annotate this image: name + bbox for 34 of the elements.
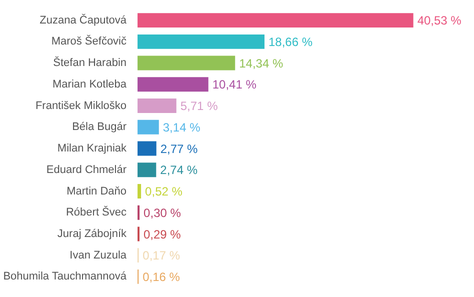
data-label: 3,14 % <box>162 120 201 134</box>
data-label: 14,34 % <box>239 56 284 70</box>
data-label: 40,53 % <box>417 14 462 28</box>
y-tick-label: Milan Krajniak <box>57 142 128 155</box>
data-label: 0,17 % <box>142 248 180 263</box>
data-label: 5,71 % <box>180 99 218 114</box>
bar <box>138 98 176 113</box>
bar <box>138 162 156 178</box>
data-label: 18,66 % <box>268 34 313 49</box>
bar <box>138 77 208 92</box>
y-tick-label: Maroš Šefčovič <box>51 34 128 48</box>
bar <box>138 120 159 134</box>
data-label: 0,30 % <box>144 206 182 220</box>
y-tick-label: Juraj Zábojník <box>57 228 128 240</box>
y-tick-label: Zuzana Čaputová <box>40 13 128 26</box>
bar <box>138 13 414 28</box>
y-tick-label: Eduard Chmelár <box>46 164 127 176</box>
data-label: 0,29 % <box>143 227 182 242</box>
bar <box>138 141 156 156</box>
y-tick-label: Bohumila Tauchmannová <box>3 270 128 283</box>
data-label: 10,41 % <box>212 78 257 92</box>
y-tick-label: Béla Bugár <box>72 121 127 134</box>
y-tick-label: Marian Kotleba <box>52 78 128 90</box>
y-tick-label: Ivan Zuzula <box>70 249 128 262</box>
y-tick-label: Štefan Harabin <box>53 56 127 70</box>
data-label: 0,16 % <box>142 270 180 284</box>
bar <box>138 56 236 70</box>
y-tick-label: Martin Daňo <box>66 185 127 198</box>
y-tick-label: Róbert Švec <box>66 206 128 219</box>
y-tick-label: František Mikloško <box>35 100 127 112</box>
data-label: 2,77 % <box>160 142 198 156</box>
data-label: 2,74 % <box>160 163 198 178</box>
data-label: 0,52 % <box>145 184 183 199</box>
bar <box>138 34 264 49</box>
